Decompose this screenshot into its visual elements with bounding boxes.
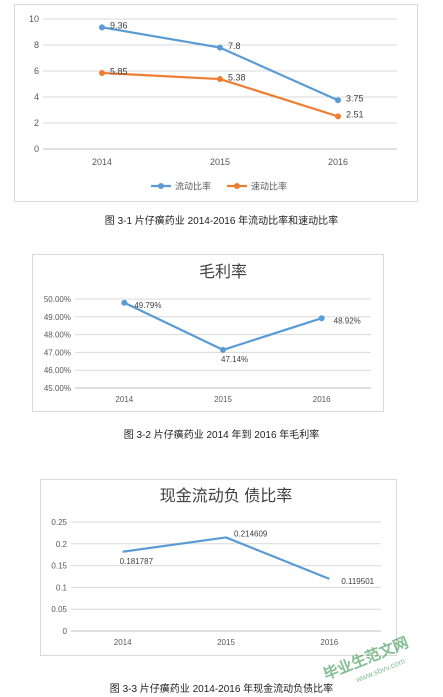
y-tick-label: 0.25 (51, 518, 67, 527)
data-label: 47.14% (221, 355, 248, 364)
y-tick-label: 48.00% (44, 331, 71, 340)
x-tick-label: 2014 (114, 638, 132, 647)
data-label: 49.79% (134, 301, 161, 310)
x-tick-label: 2015 (217, 638, 235, 647)
y-tick-label: 0.1 (56, 583, 68, 592)
data-label: 0.119501 (341, 577, 374, 586)
legend-marker (234, 183, 240, 189)
x-tick-label: 2016 (313, 395, 331, 404)
data-point (335, 113, 341, 120)
x-tick-label: 2016 (328, 157, 348, 167)
x-tick-label: 2015 (210, 157, 230, 167)
data-label: 5.38 (228, 72, 246, 82)
chart-3-panel: 现金流动负 债比率 0 0.05 0.1 0.15 0.2 0.25 2014 2015 2016… (40, 479, 397, 656)
series-line (101, 26, 339, 102)
chart-2-caption: 图 3-2 片仔癀药业 2014 年到 2016 年毛利率 (123, 430, 320, 441)
y-tick-label: 47.00% (44, 348, 71, 357)
y-tick-label: 45.00% (44, 384, 71, 393)
chart-1-caption: 图 3-1 片仔癀药业 2014-2016 年流动比率和速动比率 (104, 216, 339, 227)
data-label: 5.85 (110, 66, 128, 76)
chart-title: 毛利率 (199, 263, 247, 281)
data-label: 2.51 (346, 110, 364, 120)
y-tick-label: 0 (63, 627, 68, 636)
series-line (122, 536, 330, 580)
data-label: 0.214609 (234, 530, 268, 539)
chart-2-svg: 毛利率 45.00% 46.00% 47.00% 48.00% 49.00% 50.00% 2… (44, 263, 371, 404)
data-label: 9.36 (110, 21, 128, 31)
x-tick-label: 2014 (115, 395, 133, 404)
data-point (318, 315, 325, 322)
legend-marker (158, 183, 164, 189)
y-tick-label: 2 (34, 118, 39, 128)
y-tick-label: 49.00% (44, 313, 71, 322)
x-tick-label: 2016 (320, 638, 338, 647)
x-tick-label: 2014 (92, 157, 112, 167)
data-point (121, 299, 128, 306)
data-point (217, 44, 223, 51)
y-tick-label: 6 (34, 66, 39, 76)
data-point (220, 346, 226, 353)
data-label: 3.75 (346, 94, 364, 104)
data-point (217, 76, 223, 83)
data-label: 0.181787 (120, 557, 154, 566)
data-label: 48.92% (334, 316, 361, 325)
chart-1-panel: 0 2 4 6 8 10 2014 2015 2016 9.36 7.8 3.75 5.85 5.38 2.… (14, 4, 418, 202)
y-tick-label: 4 (34, 92, 39, 102)
data-point (99, 69, 105, 76)
y-tick-label: 8 (34, 40, 39, 50)
chart-3-caption: 图 3-3 片仔癀药业 2014-2016 年现金流动负债比率 (109, 684, 334, 695)
chart-3-svg: 现金流动负 债比率 0 0.05 0.1 0.15 0.2 0.25 2014 2015 2016… (51, 487, 381, 647)
data-point (99, 24, 105, 31)
y-tick-label: 0.2 (56, 540, 68, 549)
chart-1-svg: 0 2 4 6 8 10 2014 2015 2016 9.36 7.8 3.75 5.85 5.38 2.… (29, 14, 397, 192)
y-tick-label: 46.00% (44, 366, 71, 375)
y-tick-label: 0 (34, 144, 39, 154)
legend-label: 速动比率 (251, 181, 287, 192)
chart-title: 现金流动负 债比率 (160, 487, 292, 505)
data-label: 7.8 (228, 41, 241, 51)
chart-2-panel: 毛利率 45.00% 46.00% 47.00% 48.00% 49.00% 50.00% 2… (32, 254, 384, 412)
y-tick-label: 50.00% (44, 295, 71, 304)
y-tick-label: 0.15 (51, 562, 67, 571)
y-tick-label: 10 (29, 14, 39, 24)
data-point (335, 97, 341, 104)
y-tick-label: 0.05 (51, 605, 67, 614)
legend-label: 流动比率 (175, 181, 211, 192)
x-tick-label: 2015 (214, 395, 232, 404)
